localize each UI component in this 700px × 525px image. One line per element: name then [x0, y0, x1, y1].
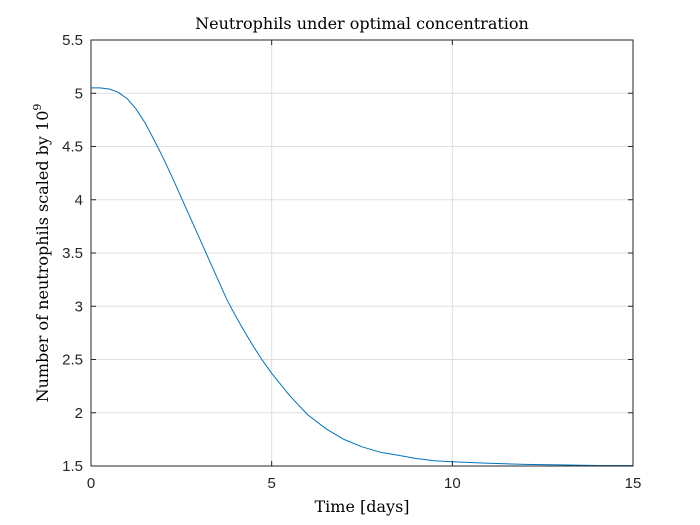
chart-title: Neutrophils under optimal concentration: [195, 14, 529, 33]
y-axis-label: Number of neutrophils scaled by 109: [31, 104, 52, 403]
y-tick-label: 3: [75, 298, 83, 315]
y-tick-label: 5: [75, 85, 83, 102]
y-tick-label: 3.5: [62, 245, 83, 262]
y-tick-labels: 1.5 2 2.5 3 3.5 4 4.5 5 5.5: [62, 32, 83, 475]
x-tick-label: 5: [267, 475, 275, 492]
y-tick-label: 4: [75, 192, 83, 209]
y-tick-label: 1.5: [62, 458, 83, 475]
y-tick-label: 2.5: [62, 352, 83, 369]
series-line-0: [91, 87, 633, 466]
x-tick-label: 15: [625, 475, 642, 492]
x-tick-labels: 0 5 10 15: [87, 475, 642, 492]
x-axis-label: Time [days]: [314, 497, 409, 516]
series-lines: [91, 87, 633, 466]
x-tick-label: 10: [444, 475, 461, 492]
y-tick-label: 4.5: [62, 139, 83, 156]
x-tick-label: 0: [87, 475, 95, 492]
y-axis-label-text: Number of neutrophils scaled by 10: [33, 111, 52, 403]
tick-marks: [90, 39, 634, 467]
y-tick-label: 5.5: [62, 32, 83, 49]
y-tick-label: 2: [75, 405, 83, 422]
y-axis-label-exponent: 9: [31, 104, 44, 111]
